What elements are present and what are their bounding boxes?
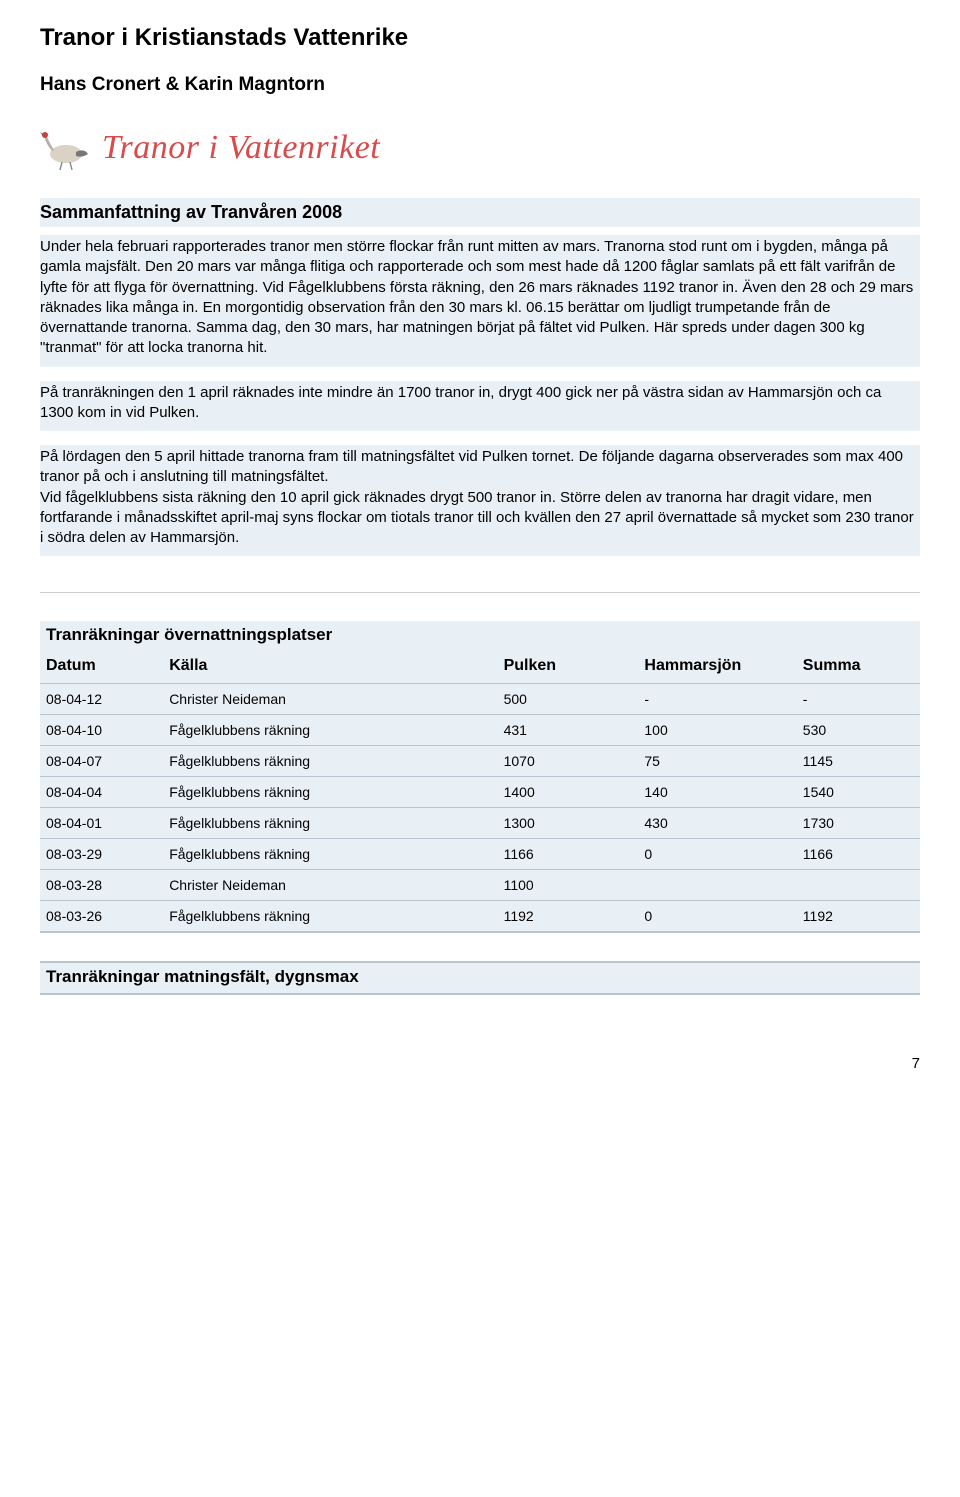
table-cell: - <box>638 684 796 715</box>
authors: Hans Cronert & Karin Magntorn <box>40 74 920 96</box>
table-cell: Fågelklubbens räkning <box>163 777 497 808</box>
table-row: 08-03-29Fågelklubbens räkning116601166 <box>40 839 920 870</box>
table1-header-row: Datum Källa Pulken Hammarsjön Summa <box>40 649 920 684</box>
table-cell: 1166 <box>797 839 920 870</box>
table-cell: 430 <box>638 808 796 839</box>
col-hammar: Hammarsjön <box>638 649 796 684</box>
table-cell: 08-03-28 <box>40 870 163 901</box>
logo-text: Tranor i Vattenriket <box>102 129 380 167</box>
table-cell: 431 <box>498 715 639 746</box>
table-cell: 08-03-29 <box>40 839 163 870</box>
table-cell: 1070 <box>498 746 639 777</box>
table-cell: 0 <box>638 901 796 933</box>
table-cell: 08-04-12 <box>40 684 163 715</box>
logo-row: Tranor i Vattenriket <box>40 126 920 170</box>
table-cell: 75 <box>638 746 796 777</box>
table-row: 08-04-12Christer Neideman500-- <box>40 684 920 715</box>
table-cell: 500 <box>498 684 639 715</box>
table-cell <box>638 870 796 901</box>
table-row: 08-04-07Fågelklubbens räkning1070751145 <box>40 746 920 777</box>
table-cell: 1192 <box>797 901 920 933</box>
page-number: 7 <box>40 1055 920 1072</box>
table-cell: 1400 <box>498 777 639 808</box>
table-cell: 08-04-10 <box>40 715 163 746</box>
col-summa: Summa <box>797 649 920 684</box>
summary-body: Under hela februari rapporterades tranor… <box>40 235 920 556</box>
table-row: 08-04-10Fågelklubbens räkning431100530 <box>40 715 920 746</box>
col-datum: Datum <box>40 649 163 684</box>
col-pulken: Pulken <box>498 649 639 684</box>
divider <box>40 592 920 593</box>
table1: Datum Källa Pulken Hammarsjön Summa 08-0… <box>40 649 920 933</box>
table-cell: 08-04-01 <box>40 808 163 839</box>
table-cell: 08-04-07 <box>40 746 163 777</box>
table-cell: 1166 <box>498 839 639 870</box>
table-cell: Fågelklubbens räkning <box>163 808 497 839</box>
table-cell: 100 <box>638 715 796 746</box>
summary-paragraph: Under hela februari rapporterades tranor… <box>40 235 920 367</box>
table-cell: 1540 <box>797 777 920 808</box>
table-cell: Fågelklubbens räkning <box>163 746 497 777</box>
page-title: Tranor i Kristianstads Vattenrike <box>40 24 920 52</box>
table-cell: 1730 <box>797 808 920 839</box>
table-row: 08-03-28Christer Neideman1100 <box>40 870 920 901</box>
table-row: 08-04-04Fågelklubbens räkning14001401540 <box>40 777 920 808</box>
table-cell: Fågelklubbens räkning <box>163 715 497 746</box>
table1-title: Tranräkningar övernattningsplatser <box>40 621 920 649</box>
table-cell: 08-03-26 <box>40 901 163 933</box>
table-cell: 140 <box>638 777 796 808</box>
table-cell: 530 <box>797 715 920 746</box>
table-row: 08-03-26Fågelklubbens räkning119201192 <box>40 901 920 933</box>
table-cell: Christer Neideman <box>163 870 497 901</box>
table-cell: 1192 <box>498 901 639 933</box>
crane-icon <box>40 126 92 170</box>
table-cell: 1145 <box>797 746 920 777</box>
summary-heading: Sammanfattning av Tranvåren 2008 <box>40 198 920 227</box>
table-cell: 08-04-04 <box>40 777 163 808</box>
col-kalla: Källa <box>163 649 497 684</box>
table-cell: 1300 <box>498 808 639 839</box>
table-cell: - <box>797 684 920 715</box>
table-cell: Christer Neideman <box>163 684 497 715</box>
table-cell: Fågelklubbens räkning <box>163 839 497 870</box>
table-cell: Fågelklubbens räkning <box>163 901 497 933</box>
table-row: 08-04-01Fågelklubbens räkning13004301730 <box>40 808 920 839</box>
table-cell: 1100 <box>498 870 639 901</box>
summary-paragraph: På lördagen den 5 april hittade tranorna… <box>40 445 920 556</box>
table-cell <box>797 870 920 901</box>
summary-paragraph: På tranräkningen den 1 april räknades in… <box>40 381 920 432</box>
table-cell: 0 <box>638 839 796 870</box>
table2-title: Tranräkningar matningsfält, dygnsmax <box>40 961 920 995</box>
